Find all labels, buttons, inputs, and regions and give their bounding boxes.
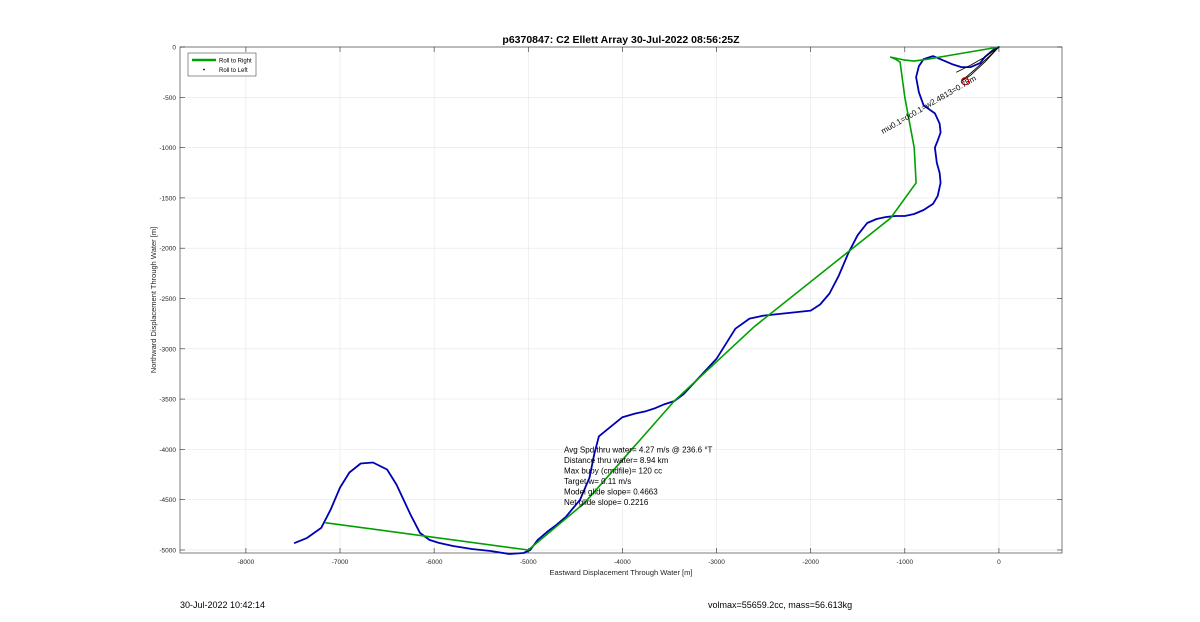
- x-tick-label: -3000: [708, 559, 725, 566]
- legend-label-roll-left: Roll to Left: [219, 68, 248, 74]
- y-tick-label: -3500: [159, 397, 176, 404]
- y-tick-label: -2500: [159, 296, 176, 303]
- series-lines: [293, 46, 1000, 555]
- series-roll-right-path: [325, 46, 1000, 551]
- x-tick-label: -8000: [238, 559, 255, 566]
- axis-ticks: -8000 -7000 -6000 -5000 -4000 -3000 -2000 -1000…: [159, 45, 1062, 566]
- end-marker: [960, 77, 970, 86]
- end-marker-circle: [960, 77, 970, 86]
- annotation-text: Max buoy (cmdfile)= 120 cc: [564, 467, 662, 476]
- legend: Roll to Right Roll to Left: [187, 52, 257, 77]
- y-tick-label: -2000: [159, 246, 176, 253]
- x-tick-label: -2000: [802, 559, 819, 566]
- y-tick-label: -500: [163, 95, 176, 102]
- y-tick-label: 0: [172, 45, 176, 52]
- series-roll-left-path: [956, 46, 1000, 82]
- series-track-path: [293, 46, 1000, 555]
- x-tick-label: -1000: [896, 559, 913, 566]
- x-tick-label: -6000: [426, 559, 443, 566]
- annotation-text: Distance thru water= 8.94 km: [564, 456, 669, 465]
- chart-title: p6370847: C2 Ellett Array 30-Jul-2022 08…: [502, 34, 740, 46]
- rotated-depth-label: mu0.1=dc0.1=w2.4813=0.75m: [880, 74, 979, 136]
- annotation-text: Net glide slope= 0.2216: [564, 498, 649, 507]
- footer-timestamp: 30-Jul-2022 10:42:14: [180, 600, 266, 610]
- y-tick-label: -4500: [159, 497, 176, 504]
- annotations: Avg Spd thru water= 4.27 m/s @ 236.6 °T D…: [564, 445, 712, 507]
- legend-swatch-roll-left: [203, 68, 205, 71]
- y-tick-label: -1000: [159, 145, 176, 152]
- y-tick-label: -4000: [159, 447, 176, 454]
- x-tick-label: -4000: [614, 559, 631, 566]
- x-axis-label: Eastward Displacement Through Water [m]: [550, 568, 693, 577]
- y-axis-label: Northward Displacement Through Water [m]: [149, 227, 158, 373]
- x-tick-label: 0: [997, 559, 1001, 566]
- annotation-text: Model glide slope= 0.4663: [564, 488, 658, 497]
- x-tick-label: -7000: [332, 559, 349, 566]
- y-tick-label: -1500: [159, 195, 176, 202]
- grid: [180, 46, 1062, 553]
- legend-label-roll-right: Roll to Right: [219, 59, 252, 65]
- annotation-text: Avg Spd thru water= 4.27 m/s @ 236.6 °T: [564, 445, 712, 454]
- y-tick-label: -3000: [159, 346, 176, 353]
- annotation-text: Target w= 0.11 m/s: [564, 477, 631, 486]
- y-tick-label: -5000: [159, 547, 176, 554]
- axes-box: [179, 46, 1063, 554]
- x-tick-label: -5000: [520, 559, 537, 566]
- footer-mass-info: volmax=55659.2cc, mass=56.613kg: [708, 600, 853, 610]
